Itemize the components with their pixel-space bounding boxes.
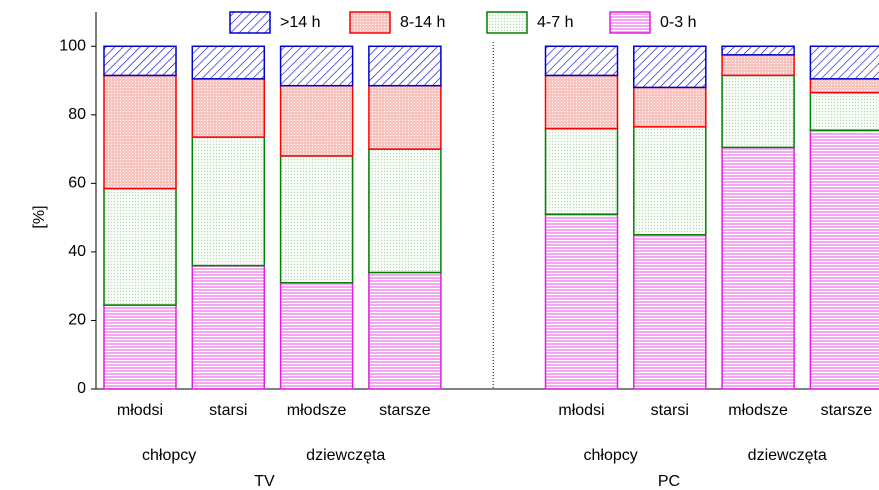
bar-segment [721, 146, 795, 390]
bar-segment [191, 136, 266, 267]
bar-segment [279, 282, 354, 390]
x-tick-label: starsze [379, 402, 431, 419]
bar-segment [721, 54, 795, 77]
x-tick-label: starsi [209, 402, 247, 419]
y-tick-label: 40 [68, 243, 86, 260]
bar-segment [544, 127, 619, 215]
legend-swatch [486, 11, 528, 34]
legend-swatch [609, 11, 651, 34]
legend-swatch [349, 11, 391, 34]
y-tick-label: 80 [68, 106, 86, 123]
bar-segment [809, 91, 879, 131]
bar-segment [191, 78, 266, 138]
bar-segment [544, 74, 619, 130]
x-tick-label: młodsze [287, 402, 347, 419]
subgroup-label: chłopcy [584, 447, 638, 464]
bar-segment [633, 234, 707, 390]
bar-segment [633, 45, 707, 89]
group-label: PC [658, 473, 680, 490]
bar-segment [368, 148, 442, 274]
bar-segment [368, 84, 442, 150]
y-tick-label: 100 [59, 37, 86, 54]
x-tick-label: starsze [821, 402, 873, 419]
bar-segment [103, 304, 177, 390]
bar-segment [191, 264, 266, 390]
bar-segment [544, 213, 619, 390]
bar-segment [103, 45, 177, 77]
bar-segment [279, 84, 354, 157]
bar-segment [368, 45, 442, 87]
bar-segment [368, 271, 442, 390]
x-tick-label: młodsze [728, 402, 788, 419]
y-tick-label: 0 [77, 380, 86, 397]
legend-label: 0-3 h [660, 14, 696, 31]
group-label: TV [254, 473, 275, 490]
bar-segment [279, 155, 354, 284]
bar-segment [633, 126, 707, 236]
subgroup-label: dziewczęta [748, 447, 827, 464]
subgroup-label: chłopcy [142, 447, 196, 464]
bar-segment [103, 187, 177, 306]
bar-segment [809, 45, 879, 80]
legend-label: 4-7 h [537, 14, 573, 31]
x-tick-label: starsi [651, 402, 689, 419]
bar-segment [809, 129, 879, 390]
bar-segment [809, 78, 879, 94]
bar-segment [633, 86, 707, 128]
bar-segment [721, 45, 795, 56]
x-tick-label: młodsi [558, 402, 604, 419]
bar-segment [103, 74, 177, 190]
x-tick-label: młodsi [117, 402, 163, 419]
y-tick-label: 20 [68, 312, 86, 329]
y-axis-label: [%] [31, 205, 48, 228]
legend-label: >14 h [280, 14, 320, 31]
bar-segment [544, 45, 619, 77]
y-tick-label: 60 [68, 175, 86, 192]
legend-swatch [229, 11, 271, 34]
legend-label: 8-14 h [400, 14, 445, 31]
subgroup-label: dziewczęta [306, 447, 385, 464]
bar-segment [721, 74, 795, 149]
bar-segment [191, 45, 266, 80]
bar-segment [279, 45, 354, 87]
